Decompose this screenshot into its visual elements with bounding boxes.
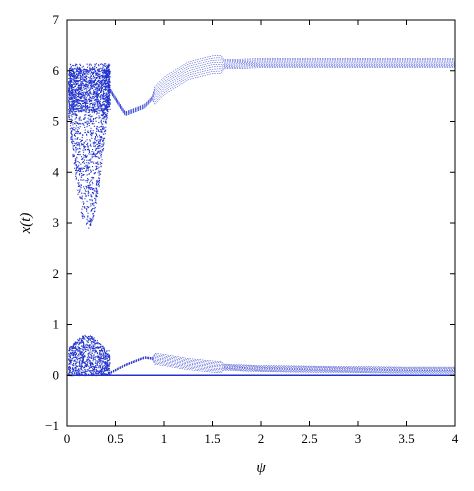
y-tick-label: 3	[53, 215, 60, 230]
x-tick-label: 0	[64, 431, 71, 446]
upper-branch-line	[110, 57, 455, 113]
y-tick-label: 7	[53, 12, 60, 27]
x-tick-label: 0.5	[107, 431, 123, 446]
x-tick-label: 2.5	[301, 431, 317, 446]
lower-branch-line	[110, 353, 455, 372]
upper-branch-line	[110, 65, 455, 116]
lower-branch-line	[110, 358, 455, 374]
x-tick-label: 4	[452, 431, 459, 446]
x-tick-label: 3	[355, 431, 362, 446]
x-tick-label: 3.5	[398, 431, 414, 446]
lower-branch-line	[110, 354, 455, 373]
lower-branch-line	[110, 357, 455, 373]
chaotic-points	[68, 63, 111, 377]
x-tick-label: 2	[258, 431, 265, 446]
y-axis-label: x(t)	[18, 213, 34, 235]
plot-points	[67, 55, 455, 377]
upper-branch-line	[110, 55, 455, 113]
y-tick-label: 1	[53, 317, 60, 332]
lower-branch-line	[110, 357, 455, 374]
y-tick-label: −1	[45, 418, 59, 433]
y-tick-label: 5	[53, 114, 60, 129]
x-tick-label: 1.5	[204, 431, 220, 446]
upper-branch-line	[110, 59, 455, 114]
upper-branch-line	[110, 66, 455, 116]
x-axis-label: ψ	[256, 460, 266, 476]
lower-branch-line	[110, 358, 455, 374]
upper-branch-line	[110, 67, 455, 117]
y-tick-label: 2	[53, 266, 60, 281]
ticks: 0 0.5 1 1.5 2 2.5 3 3.5 4 −1 0 1 2 3 4 5 6 7	[45, 12, 459, 446]
y-tick-label: 0	[53, 367, 60, 382]
upper-branch-line	[110, 61, 455, 114]
y-tick-label: 4	[53, 164, 60, 179]
upper-branch-line	[110, 62, 455, 115]
y-tick-label: 6	[53, 63, 60, 78]
upper-branch-line	[110, 64, 455, 115]
lower-branch-line	[110, 357, 455, 373]
x-tick-label: 1	[161, 431, 168, 446]
